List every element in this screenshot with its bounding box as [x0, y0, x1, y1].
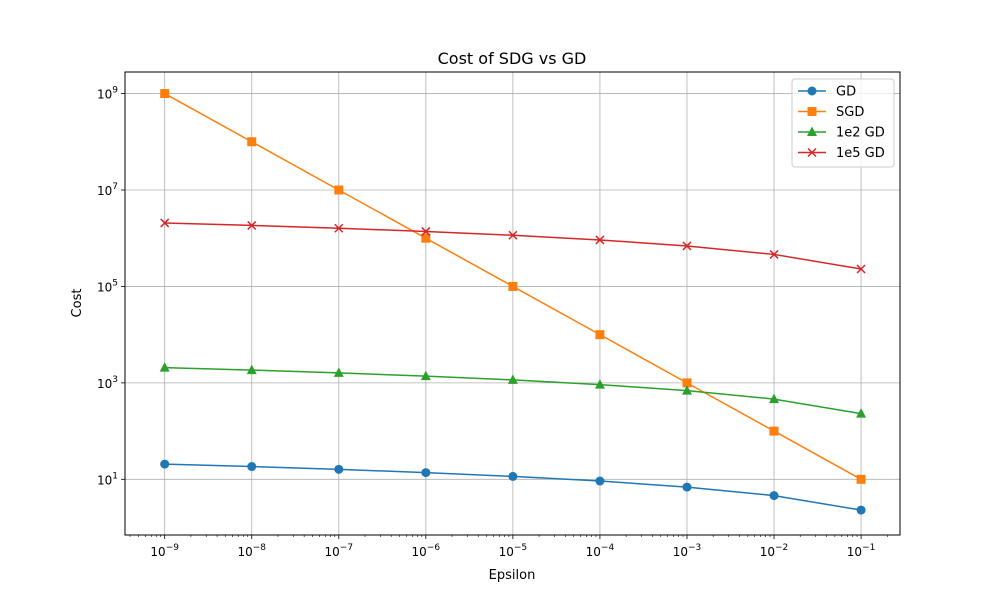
x-tick-label: 10−4	[586, 543, 615, 559]
data-point-1e5-gd	[421, 226, 431, 236]
data-point-gd	[508, 471, 518, 481]
x-tick-label: 10−9	[150, 543, 179, 559]
data-point-1e2-gd	[594, 379, 605, 389]
data-point-1e5-gd	[160, 218, 170, 228]
x-tick-label: 10−5	[499, 543, 528, 559]
series-gd	[160, 459, 866, 515]
data-point-1e5-gd	[769, 249, 779, 259]
grid	[125, 72, 900, 535]
x-axis-label: Epsilon	[489, 568, 536, 583]
x-tick-label: 10−1	[847, 543, 876, 559]
y-tick-label: 109	[97, 86, 118, 102]
series-1e5-gd	[160, 218, 866, 274]
y-axis-label: Cost	[70, 289, 85, 318]
data-point-1e2-gd	[246, 364, 257, 375]
data-point-gd	[421, 468, 431, 478]
legend-item-1e2-gd: 1e2 GD	[798, 126, 885, 141]
axis-ticks: 10−9 10−8 10−7 10−6 10−5 10−4 10−3 10−2 10−1 101 1…	[97, 86, 888, 559]
y-tick-label: 103	[97, 375, 118, 391]
data-point-sgd	[421, 233, 431, 243]
legend-marker	[807, 147, 817, 158]
data-point-1e5-gd	[247, 220, 257, 230]
data-point-1e2-gd	[856, 408, 867, 418]
data-point-gd	[247, 462, 257, 472]
data-point-gd	[595, 476, 605, 486]
data-point-1e2-gd	[681, 385, 692, 395]
series-1e2-gd	[159, 362, 867, 418]
legend-item-gd: GD	[798, 85, 856, 100]
data-point-1e2-gd	[333, 367, 344, 377]
data-point-sgd	[334, 185, 344, 195]
legend-marker	[807, 107, 817, 116]
chart-title: Cost of SDG vs GD	[438, 49, 587, 68]
legend-item-1e5-gd: 1e5 GD	[798, 146, 885, 161]
data-point-1e5-gd	[508, 230, 518, 240]
data-point-sgd	[856, 474, 866, 484]
legend-label: GD	[836, 85, 856, 100]
x-tick-label: 10−8	[237, 543, 266, 559]
data-point-1e2-gd	[507, 374, 518, 384]
data-point-1e5-gd	[682, 241, 692, 251]
data-point-gd	[160, 459, 170, 469]
legend-label: SGD	[836, 105, 864, 120]
data-point-1e5-gd	[595, 235, 605, 245]
y-tick-label: 101	[97, 471, 118, 487]
legend-label: 1e5 GD	[836, 146, 885, 161]
data-point-1e5-gd	[856, 264, 866, 274]
x-tick-label: 10−3	[673, 543, 702, 559]
y-tick-label: 105	[97, 278, 118, 294]
x-tick-label: 10−6	[412, 543, 441, 559]
legend: GD SGD 1e2 GD 1e5 GD	[791, 78, 895, 168]
data-point-sgd	[769, 426, 779, 436]
data-point-1e5-gd	[334, 223, 344, 233]
series-sgd	[160, 89, 866, 484]
data-point-sgd	[247, 137, 257, 147]
data-point-gd	[682, 482, 692, 492]
legend-marker	[807, 86, 817, 96]
data-point-1e2-gd	[769, 393, 780, 404]
legend-item-sgd: SGD	[798, 105, 864, 120]
data-point-gd	[769, 491, 779, 501]
data-point-gd	[856, 505, 866, 515]
data-point-1e2-gd	[420, 370, 431, 381]
x-tick-label: 10−7	[325, 543, 354, 559]
data-point-1e2-gd	[159, 362, 170, 372]
data-point-sgd	[595, 330, 605, 340]
data-point-gd	[334, 464, 344, 474]
data-point-sgd	[160, 89, 170, 99]
data-point-sgd	[508, 281, 518, 291]
legend-marker	[807, 126, 817, 136]
legend-box	[791, 78, 895, 168]
legend-label: 1e2 GD	[836, 126, 885, 141]
y-tick-label: 107	[97, 182, 118, 198]
x-tick-label: 10−2	[760, 543, 789, 559]
series-layer	[159, 89, 867, 515]
data-point-sgd	[682, 378, 692, 388]
